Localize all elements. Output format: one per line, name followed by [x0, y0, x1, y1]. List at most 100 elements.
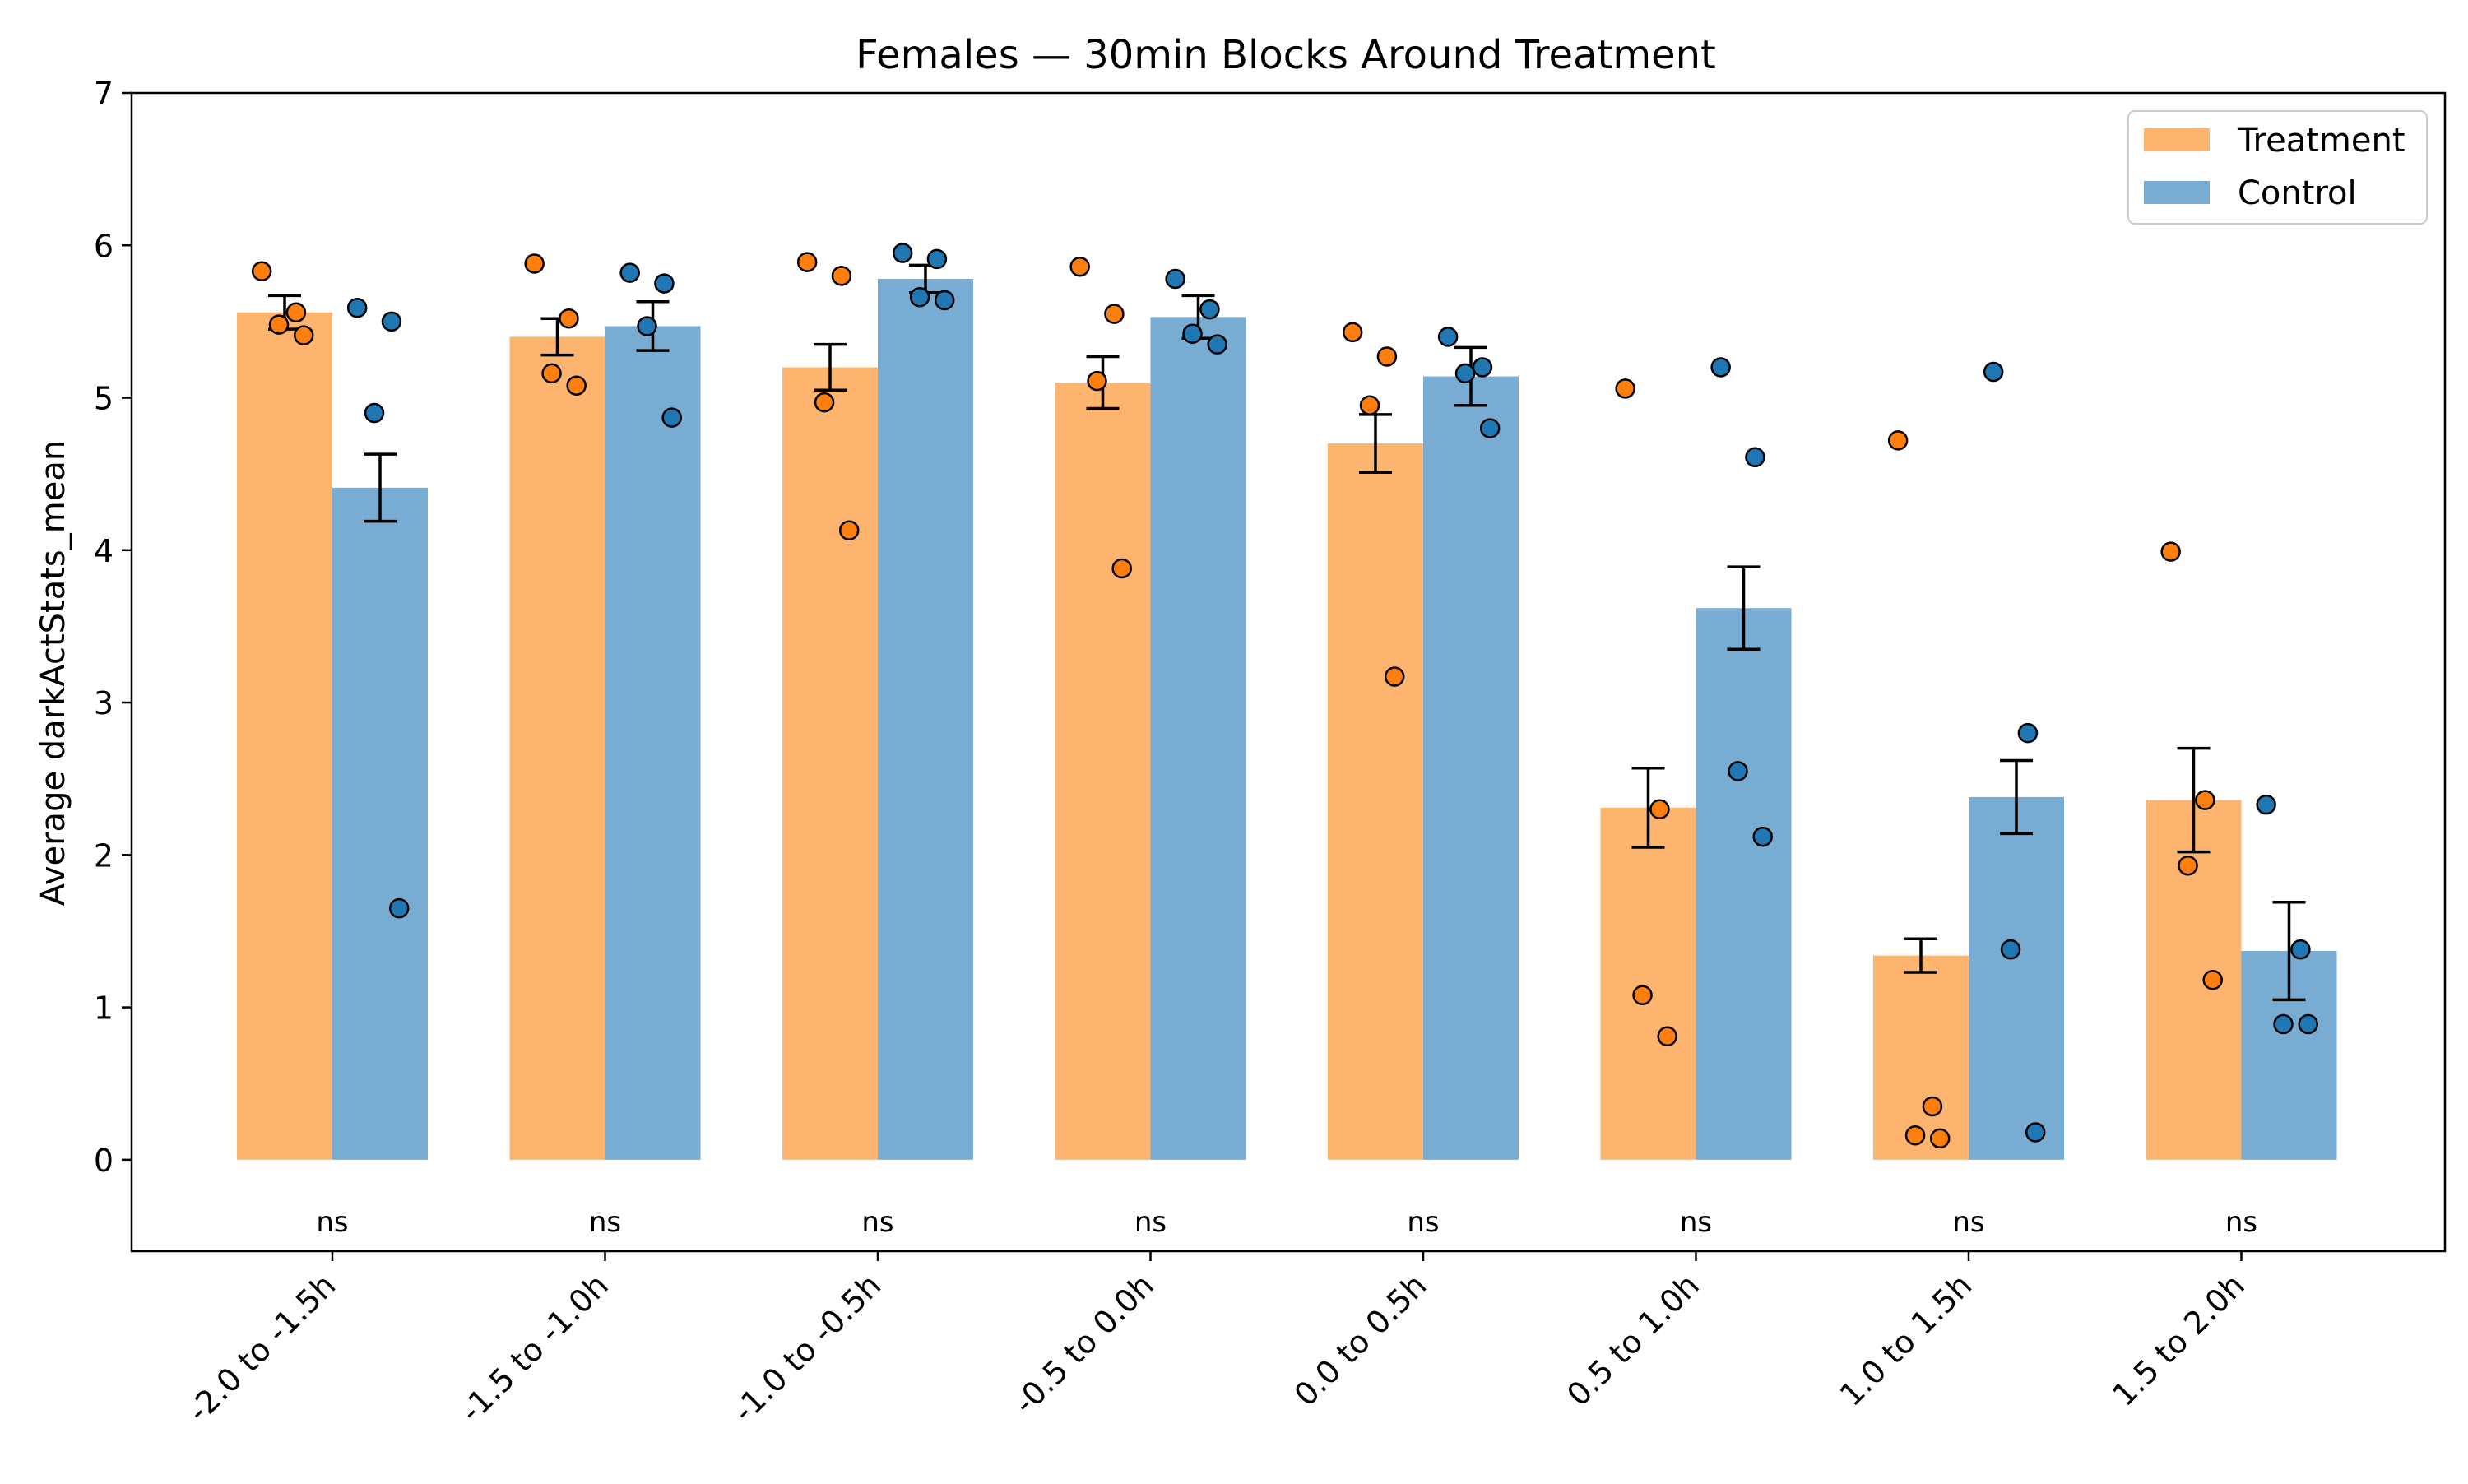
- treatment-data-point: [1632, 985, 1653, 1006]
- legend: Treatment Control: [2127, 110, 2428, 225]
- category-group: ns: [509, 253, 701, 1239]
- treatment-data-point: [268, 314, 290, 335]
- control-data-point: [2025, 1122, 2046, 1143]
- legend-item-control: Control: [2144, 174, 2357, 212]
- treatment-data-point: [2178, 856, 2198, 876]
- y-tick-label: 2: [94, 837, 114, 874]
- control-data-point: [1207, 334, 1227, 355]
- treatment-bar: [1873, 955, 1969, 1160]
- treatment-data-point: [2195, 790, 2215, 810]
- control-data-point: [1199, 299, 1220, 320]
- y-tick-label: 0: [94, 1143, 114, 1179]
- significance-label: ns: [1680, 1206, 1712, 1239]
- x-tick-label: -1.0 to -0.5h: [726, 1267, 888, 1429]
- control-bar: [1969, 796, 2064, 1160]
- control-data-point: [1454, 363, 1476, 384]
- control-data-point: [1182, 323, 1203, 344]
- control-bar: [332, 487, 428, 1160]
- treatment-data-point: [524, 253, 545, 274]
- treatment-data-point: [1376, 346, 1398, 367]
- x-tick-label: 0.5 to 1.0h: [1560, 1267, 1706, 1413]
- control-data-point: [1983, 361, 2004, 383]
- control-data-point: [654, 273, 675, 294]
- treatment-data-point: [1887, 430, 1909, 451]
- treatment-data-point: [1111, 558, 1132, 579]
- control-data-point: [1710, 357, 1731, 378]
- plot-frame: [130, 91, 2447, 1253]
- treatment-data-point: [285, 302, 307, 323]
- significance-label: ns: [861, 1206, 893, 1239]
- treatment-data-point: [1087, 370, 1107, 392]
- treatment-bar: [1600, 807, 1696, 1160]
- category-group: ns: [237, 261, 428, 1239]
- control-data-point: [1472, 357, 1493, 378]
- y-tick-label: 4: [94, 533, 114, 569]
- control-error-bar: [2000, 758, 2033, 836]
- control-data-point: [2298, 1013, 2318, 1035]
- significance-label: ns: [589, 1206, 621, 1239]
- control-bar: [605, 326, 701, 1160]
- control-data-point: [1165, 268, 1185, 290]
- control-data-point: [892, 243, 913, 263]
- y-tick-label: 5: [94, 381, 114, 417]
- treatment-bar: [782, 367, 878, 1160]
- treatment-data-point: [814, 392, 835, 413]
- treatment-error-bar: [1904, 937, 1937, 974]
- significance-label: ns: [2225, 1206, 2257, 1239]
- category-group: ns: [782, 243, 973, 1239]
- treatment-data-point: [1615, 378, 1635, 399]
- x-tick-label: -2.0 to -1.5h: [180, 1267, 342, 1429]
- treatment-data-point: [1904, 1125, 1926, 1146]
- control-data-point: [1745, 447, 1765, 468]
- treatment-data-point: [838, 520, 860, 540]
- significance-label: ns: [316, 1206, 348, 1239]
- control-bar: [1696, 608, 1792, 1160]
- control-data-point: [619, 262, 640, 283]
- treatment-data-point: [1069, 256, 1090, 277]
- control-data-point: [346, 297, 368, 318]
- treatment-error-bar: [1631, 766, 1665, 849]
- legend-item-treatment: Treatment: [2144, 122, 2405, 160]
- treatment-data-point: [1104, 304, 1125, 324]
- x-tick-label: 1.5 to 2.0h: [2105, 1267, 2252, 1413]
- treatment-error-bar: [2177, 746, 2211, 854]
- y-tick-label: 3: [94, 685, 114, 721]
- significance-label: ns: [1952, 1206, 1984, 1239]
- treatment-data-point: [1922, 1096, 1943, 1117]
- treatment-data-point: [541, 363, 562, 384]
- control-data-point: [909, 287, 930, 308]
- treatment-data-point: [1359, 395, 1380, 416]
- category-group: ns: [1328, 322, 1519, 1239]
- treatment-data-point: [796, 252, 818, 272]
- control-data-point: [1752, 826, 1773, 847]
- significance-label: ns: [1407, 1206, 1439, 1239]
- plot-area: ns ns ns ns ns ns ns ns: [237, 243, 2337, 1239]
- significance-label: ns: [1134, 1206, 1167, 1239]
- treatment-data-point: [1384, 666, 1405, 687]
- control-data-point: [388, 897, 410, 919]
- control-data-point: [1479, 418, 1501, 438]
- control-data-point: [2000, 939, 2021, 960]
- control-data-point: [1728, 761, 1748, 781]
- treatment-bar: [509, 336, 605, 1160]
- control-bar: [1150, 317, 1246, 1160]
- chart-title: Females — 30min Blocks Around Treatment: [856, 32, 1716, 78]
- treatment-data-point: [1342, 322, 1363, 343]
- control-data-point: [381, 311, 402, 332]
- y-axis-label: Average darkActStats_mean: [35, 440, 72, 906]
- control-error-bar: [1727, 565, 1761, 651]
- x-tick-label: -0.5 to 0.0h: [1007, 1267, 1161, 1421]
- x-tick-label: -1.5 to -1.0h: [453, 1267, 615, 1429]
- control-bar: [878, 279, 973, 1160]
- control-error-bar: [2272, 900, 2306, 1002]
- treatment-data-point: [2202, 969, 2223, 990]
- control-data-point: [2017, 722, 2039, 744]
- treatment-bar: [2146, 800, 2242, 1160]
- y-tick-label: 6: [94, 228, 114, 264]
- y-tick-label: 1: [94, 990, 114, 1027]
- treatment-data-point: [831, 266, 852, 286]
- control-data-point: [364, 402, 385, 424]
- treatment-data-point: [566, 375, 587, 396]
